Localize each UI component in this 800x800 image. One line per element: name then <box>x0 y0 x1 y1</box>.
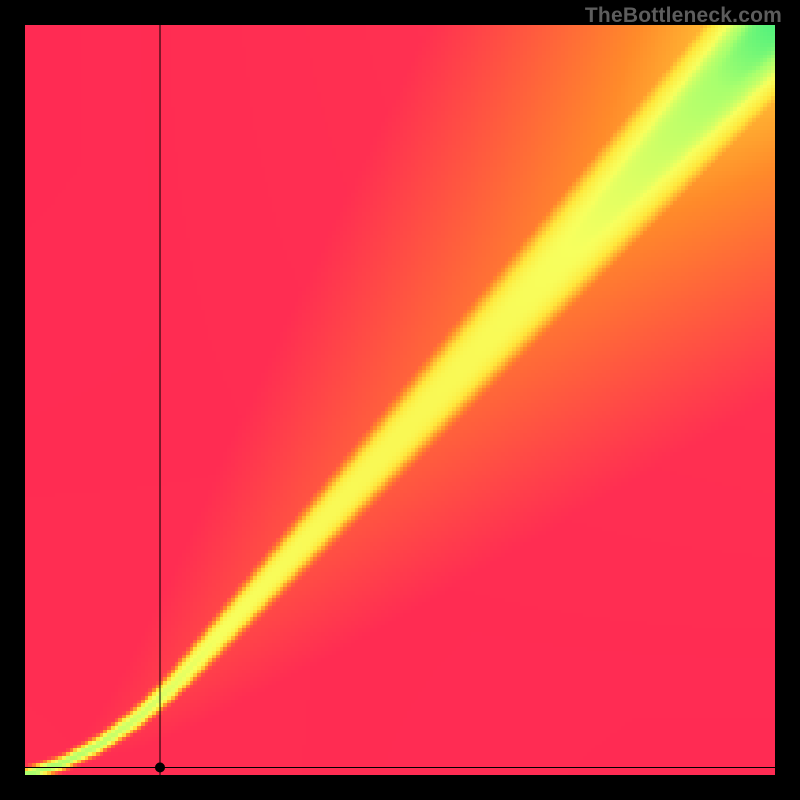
attribution-text: TheBottleneck.com <box>585 4 782 28</box>
chart-container: TheBottleneck.com <box>0 0 800 800</box>
bottleneck-heatmap <box>0 0 800 800</box>
